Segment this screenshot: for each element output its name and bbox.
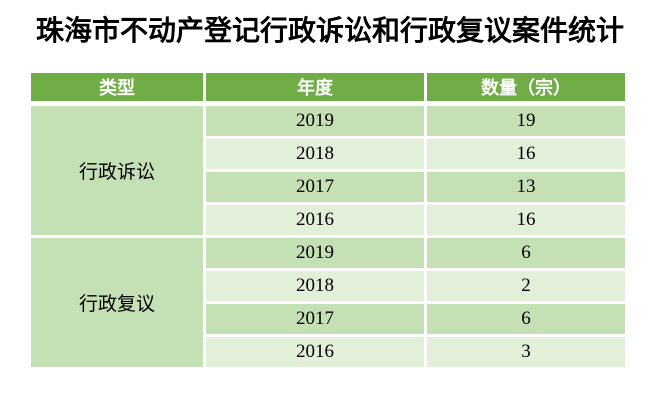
cell-year: 2018 bbox=[206, 139, 424, 169]
cell-count: 13 bbox=[427, 172, 625, 202]
page-title: 珠海市不动产登记行政诉讼和行政复议案件统计 bbox=[35, 15, 624, 46]
table-row: 2018 16 bbox=[31, 139, 625, 169]
cell-year: 2019 bbox=[206, 238, 424, 268]
group-type-cell-litigation: 行政诉讼 bbox=[31, 106, 203, 235]
table-header-row: 类型 年度 数量（宗） bbox=[31, 73, 625, 103]
cell-count: 16 bbox=[427, 205, 625, 235]
group-type-cell-reconsideration: 行政复议 bbox=[31, 238, 203, 367]
cell-year: 2019 bbox=[206, 106, 424, 136]
cell-count: 6 bbox=[427, 304, 625, 334]
table-row: 2016 16 bbox=[31, 205, 625, 235]
column-header-count: 数量（宗） bbox=[427, 73, 625, 103]
table-row: 2018 2 bbox=[31, 271, 625, 301]
cell-count: 19 bbox=[427, 106, 625, 136]
cell-year: 2017 bbox=[206, 304, 424, 334]
table-row: 行政诉讼 2019 19 bbox=[31, 106, 625, 235]
statistics-table: 类型 年度 数量（宗） 行政诉讼 2019 19 2018 16 2017 13… bbox=[28, 70, 628, 370]
cell-count: 2 bbox=[427, 271, 625, 301]
table-row: 行政复议 2019 6 bbox=[31, 238, 625, 367]
table-row: 2017 6 bbox=[31, 304, 625, 334]
cell-year: 2016 bbox=[206, 337, 424, 367]
cell-count: 6 bbox=[427, 238, 625, 268]
cell-count: 16 bbox=[427, 139, 625, 169]
column-header-type: 类型 bbox=[31, 73, 203, 103]
table-row: 2017 13 bbox=[31, 172, 625, 202]
cell-year: 2018 bbox=[206, 271, 424, 301]
column-header-year: 年度 bbox=[206, 73, 424, 103]
table-row: 2016 3 bbox=[31, 337, 625, 367]
cell-count: 3 bbox=[427, 337, 625, 367]
cell-year: 2016 bbox=[206, 205, 424, 235]
cell-year: 2017 bbox=[206, 172, 424, 202]
